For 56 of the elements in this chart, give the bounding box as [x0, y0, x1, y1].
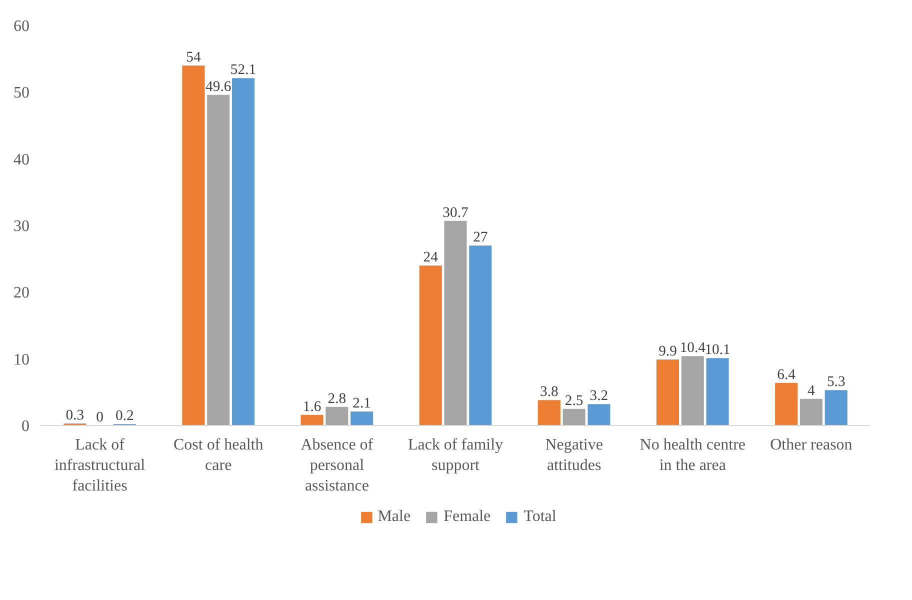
- y-tick-label: 10: [14, 351, 30, 368]
- data-label: 52.1: [230, 62, 256, 78]
- data-label: 9.9: [658, 344, 677, 360]
- data-label: 49.6: [206, 78, 232, 95]
- data-label: 5.3: [826, 374, 846, 390]
- data-label: 4: [808, 382, 816, 399]
- data-label: 6.4: [777, 366, 796, 383]
- data-label: 10.1: [704, 342, 730, 358]
- data-label: 10.4: [680, 340, 706, 356]
- y-tick-label: 60: [14, 18, 30, 35]
- bar: [469, 246, 492, 426]
- x-tick-label: Lack of family support: [408, 436, 504, 474]
- data-label: 2.5: [564, 392, 584, 409]
- bar: [300, 414, 324, 426]
- x-tick-label: Other reason: [770, 436, 852, 454]
- bar: [656, 360, 680, 426]
- data-label: 3.2: [590, 388, 608, 404]
- x-tick-label: Negative attitudes: [545, 436, 603, 474]
- bar: [681, 356, 704, 426]
- data-label: 30.7: [442, 204, 468, 221]
- legend-label: Total: [524, 508, 556, 526]
- data-label: 24: [423, 250, 439, 266]
- bar: [588, 404, 610, 426]
- bar: [182, 66, 205, 426]
- data-label: 0.3: [66, 408, 84, 424]
- bar: [350, 412, 374, 426]
- data-label: 2.1: [352, 396, 371, 412]
- legend-label: Female: [444, 508, 491, 526]
- x-tick-label: Cost of health care: [173, 436, 264, 474]
- y-tick-label: 20: [14, 284, 30, 302]
- bar: [419, 266, 442, 426]
- y-tick-label: 50: [14, 84, 30, 102]
- y-tick-label: 30: [14, 218, 30, 235]
- bar: [706, 358, 729, 426]
- bar: [232, 78, 255, 426]
- x-tick-label: Absence of personal assistance: [300, 436, 374, 494]
- data-label: 0: [96, 410, 104, 426]
- bar: [326, 406, 348, 426]
- data-label: 0.2: [116, 408, 134, 424]
- y-tick-label: 0: [22, 418, 30, 435]
- bar: [824, 390, 848, 426]
- bar: [800, 398, 822, 426]
- y-tick-label: 40: [14, 151, 30, 168]
- data-label: 3.8: [540, 384, 558, 400]
- bar: [207, 94, 230, 426]
- bar: [775, 382, 798, 426]
- data-label: 1.6: [302, 398, 322, 415]
- data-label: 27: [473, 230, 488, 246]
- bar: [562, 408, 586, 426]
- x-tick-label: Lack of infrastructural facilities: [54, 436, 146, 494]
- data-label: 54: [186, 50, 202, 66]
- legend-label: Male: [378, 508, 411, 526]
- bar: [538, 400, 560, 426]
- bar: [444, 220, 467, 426]
- x-tick-label: No health centre in the area: [640, 436, 746, 474]
- data-label: 2.8: [328, 390, 346, 407]
